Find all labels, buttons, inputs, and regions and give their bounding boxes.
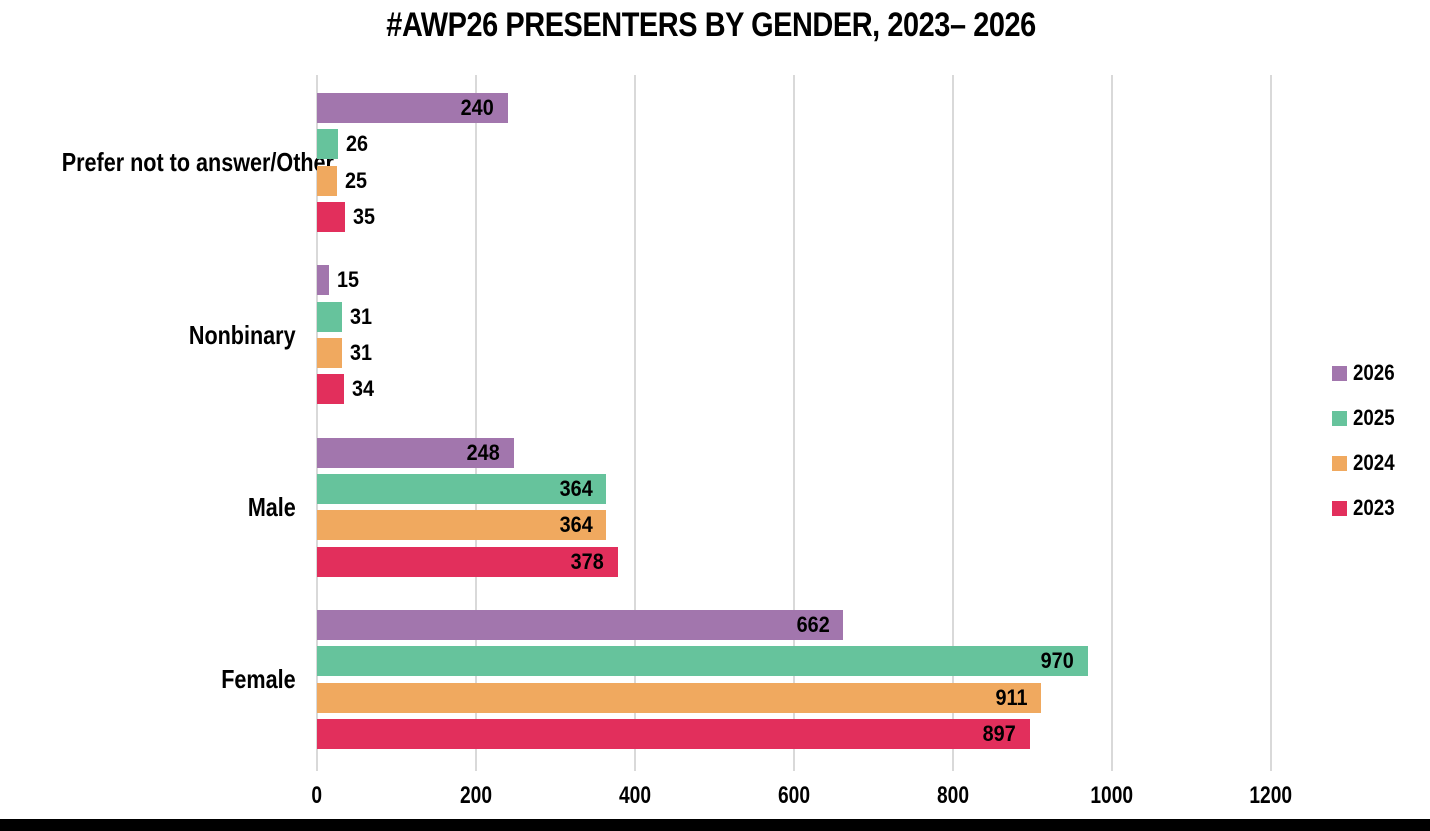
bar-value-text: 248 xyxy=(467,439,501,465)
gridline-x-600 xyxy=(793,75,795,771)
bar-value-label: 34 xyxy=(352,374,376,404)
bar-value-text: 897 xyxy=(983,720,1017,746)
bar-value-label: 911 xyxy=(317,683,1027,713)
bar-2025-female xyxy=(317,646,1089,677)
legend-swatch-2024 xyxy=(1332,455,1347,471)
legend-item-2024: 2024 xyxy=(1332,450,1402,476)
gridline-x-1000 xyxy=(1111,75,1113,771)
bar-value-text: 31 xyxy=(349,303,372,329)
gridline-x-800 xyxy=(952,75,954,771)
bar-value-text: 911 xyxy=(995,684,1028,710)
bar-2026-male xyxy=(317,437,515,468)
legend-item-2026: 2026 xyxy=(1332,360,1402,386)
bar-value-label: 26 xyxy=(346,129,370,159)
gridline-x-0 xyxy=(316,75,318,771)
category-label-male: Male xyxy=(6,492,296,522)
bar-value-text: 31 xyxy=(349,339,372,365)
bar-value-label: 897 xyxy=(317,719,1016,749)
x-tick-label-800: 800 xyxy=(893,782,1013,810)
x-tick-text: 600 xyxy=(777,782,811,809)
gridline-x-200 xyxy=(475,75,477,771)
x-tick-label-0: 0 xyxy=(257,782,377,810)
bar-value-text: 970 xyxy=(1041,648,1075,674)
x-tick-text: 200 xyxy=(459,782,493,809)
category-label-text: Prefer not to answer/Other xyxy=(61,147,334,178)
x-tick-text: 1000 xyxy=(1090,782,1134,809)
legend-label-2026: 2026 xyxy=(1353,360,1402,386)
gridline-x-400 xyxy=(634,75,636,771)
legend-label-text: 2026 xyxy=(1353,360,1395,385)
bar-value-text: 364 xyxy=(559,512,593,538)
bar-2025-male xyxy=(317,473,607,504)
bar-2023-female xyxy=(317,718,1031,749)
x-tick-text: 400 xyxy=(618,782,652,809)
bar-2025-prefer-not-to-answer-other xyxy=(317,129,338,160)
legend-label-2025: 2025 xyxy=(1353,405,1402,431)
bar-value-label: 970 xyxy=(317,646,1074,676)
bar-value-label: 364 xyxy=(317,510,592,540)
legend-label-text: 2023 xyxy=(1353,495,1395,520)
bar-value-label: 15 xyxy=(337,265,361,295)
legend-label-text: 2024 xyxy=(1353,450,1395,475)
bar-value-label: 31 xyxy=(350,302,374,332)
bar-2023-prefer-not-to-answer-other xyxy=(317,201,345,232)
bar-2026-female xyxy=(317,609,844,640)
bar-2023-male xyxy=(317,546,618,577)
bar-value-label: 662 xyxy=(317,610,829,640)
bar-2023-nonbinary xyxy=(317,374,345,405)
category-label-text: Male xyxy=(248,492,296,523)
legend-label-text: 2025 xyxy=(1353,405,1395,430)
bar-value-text: 364 xyxy=(559,475,593,501)
bar-2024-prefer-not-to-answer-other xyxy=(317,165,337,196)
bar-value-text: 15 xyxy=(336,267,359,293)
chart-title-text: #AWP26 PRESENTERS BY GENDER, 2023– 2026 xyxy=(386,6,1036,44)
category-label-text: Female xyxy=(221,664,296,695)
bar-value-label: 35 xyxy=(353,202,377,232)
bar-value-label: 378 xyxy=(317,547,604,577)
category-label-nonbinary: Nonbinary xyxy=(6,320,296,350)
x-tick-text: 0 xyxy=(311,782,323,809)
chart-title: #AWP26 PRESENTERS BY GENDER, 2023– 2026 xyxy=(0,6,1422,45)
bar-value-text: 35 xyxy=(352,203,375,229)
bar-value-text: 240 xyxy=(460,95,494,120)
legend-item-2023: 2023 xyxy=(1332,495,1402,521)
legend-swatch-2025 xyxy=(1332,410,1347,426)
x-tick-text: 1200 xyxy=(1249,782,1293,809)
category-label-text: Nonbinary xyxy=(189,319,296,350)
legend-swatch-2026 xyxy=(1332,365,1347,381)
bar-value-label: 25 xyxy=(345,166,369,196)
bar-value-text: 26 xyxy=(345,131,368,157)
bar-value-text: 25 xyxy=(344,167,367,193)
bar-value-text: 662 xyxy=(796,611,830,637)
bar-value-label: 31 xyxy=(350,338,374,368)
x-tick-label-400: 400 xyxy=(575,782,695,810)
x-tick-label-1000: 1000 xyxy=(1052,782,1172,810)
category-label-female: Female xyxy=(6,664,296,694)
x-tick-text: 800 xyxy=(936,782,970,809)
gridline-x-1200 xyxy=(1270,75,1272,771)
legend-label-2024: 2024 xyxy=(1353,450,1402,476)
bar-value-text: 34 xyxy=(352,376,375,402)
legend-swatch-2023 xyxy=(1332,500,1347,516)
x-tick-label-600: 600 xyxy=(734,782,854,810)
bar-value-label: 248 xyxy=(317,438,500,468)
bar-2024-female xyxy=(317,682,1042,713)
bar-2026-prefer-not-to-answer-other xyxy=(317,93,508,123)
bar-value-label: 364 xyxy=(317,474,592,504)
bar-2025-nonbinary xyxy=(317,301,342,332)
legend-item-2025: 2025 xyxy=(1332,405,1402,431)
bottom-black-strip xyxy=(0,819,1430,831)
x-tick-label-1200: 1200 xyxy=(1211,782,1331,810)
bar-2024-nonbinary xyxy=(317,337,342,368)
bar-2026-nonbinary xyxy=(317,265,329,296)
legend-label-2023: 2023 xyxy=(1353,495,1402,521)
bar-2024-male xyxy=(317,510,607,541)
bar-value-text: 378 xyxy=(570,548,604,574)
bar-value-label: 240 xyxy=(317,93,494,123)
x-tick-label-200: 200 xyxy=(416,782,536,810)
category-label-prefer-not-to-answer-other: Prefer not to answer/Other xyxy=(6,147,334,177)
